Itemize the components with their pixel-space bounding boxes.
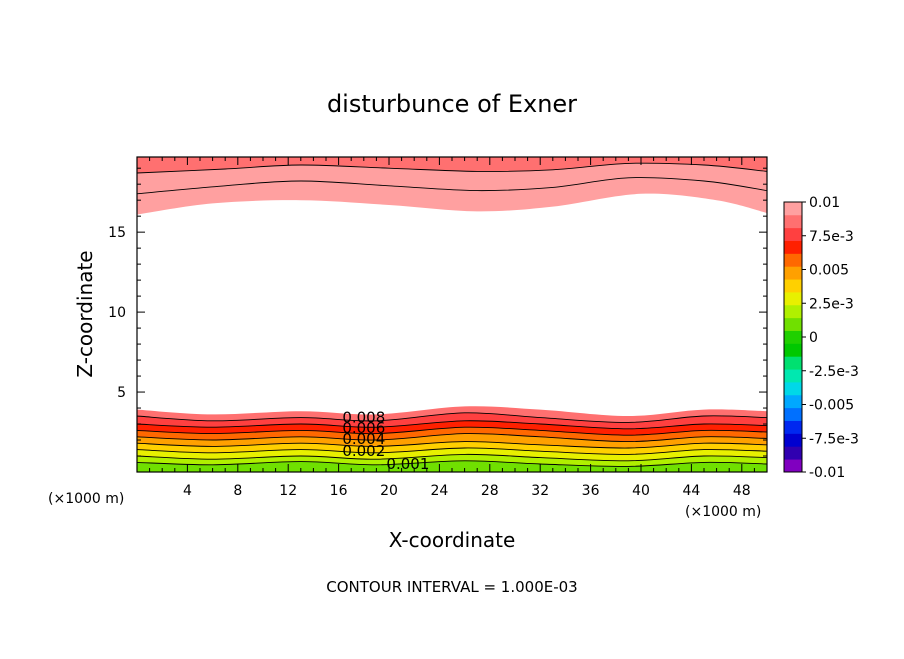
colorbar-swatch (784, 304, 802, 319)
x-tick-label: 48 (733, 483, 751, 499)
x-tick-label: 12 (279, 483, 297, 499)
colorbar-label: 7.5e-3 (809, 229, 854, 245)
contour-lines (136, 162, 768, 467)
colorbar-swatch (784, 202, 802, 216)
colorbar-label: -7.5e-3 (809, 431, 859, 447)
contour-line (136, 162, 768, 174)
colorbar-swatch (784, 407, 802, 421)
colorbar-swatch (784, 240, 802, 254)
x-tick-label: 36 (582, 483, 600, 499)
x-unit-label-right: (×1000 m) (685, 504, 761, 520)
x-tick-label: 40 (632, 483, 650, 499)
colorbar-label: -0.01 (809, 465, 845, 481)
contour-line (136, 453, 768, 462)
colorbar-label: 0.01 (809, 195, 840, 211)
contour-label: 0.006 (342, 419, 385, 437)
colorbar-swatch (784, 356, 802, 370)
colorbar-swatch (784, 459, 802, 473)
contour-line (136, 426, 768, 436)
x-axis: 4 8 12 16 20 24 28 32 36 40 44 48 (149, 157, 755, 499)
colorbar-swatch (784, 253, 802, 267)
contour-line (136, 447, 768, 455)
x-tick-label: 20 (380, 483, 398, 499)
x-tick-label: 4 (183, 483, 192, 499)
y-axis-title: Z-coordinate (73, 250, 97, 377)
contour-fill (137, 157, 767, 472)
x-axis-title: X-coordinate (389, 528, 516, 552)
y-axis: 5 10 15 (108, 167, 767, 457)
y-tick-label: 15 (108, 225, 126, 241)
colorbar-swatch (784, 330, 802, 344)
colorbar-swatch (784, 420, 802, 434)
contour-interval-footer: CONTOUR INTERVAL = 1.000E-03 (326, 578, 577, 596)
colorbar-swatch (784, 292, 802, 306)
colorbar-label: 0 (809, 330, 818, 346)
x-tick-label: 24 (430, 483, 448, 499)
colorbar-label: -2.5e-3 (809, 364, 859, 380)
contour-label: 0.008 (342, 408, 385, 426)
x-tick-label: 28 (481, 483, 499, 499)
x-tick-label: 8 (233, 483, 242, 499)
colorbar-label: -0.005 (809, 398, 854, 414)
colorbar-swatch (784, 446, 802, 460)
x-tick-label: 32 (531, 483, 549, 499)
colorbar-swatch (784, 343, 802, 357)
x-tick-label: 16 (330, 483, 348, 499)
contour-line (136, 412, 768, 423)
contour-label: 0.002 (342, 442, 385, 460)
colorbar-label: 0.005 (809, 263, 849, 279)
colorbar-swatch (784, 317, 802, 331)
colorbar-swatch (784, 369, 802, 383)
colorbar-swatch (784, 279, 802, 293)
colorbar-swatch (784, 266, 802, 280)
contour-line (136, 420, 768, 430)
colorbar-swatch (784, 214, 802, 229)
y-tick-label: 10 (108, 305, 126, 321)
colorbar-label: 2.5e-3 (809, 296, 854, 312)
x-unit-label-left: (×1000 m) (48, 491, 124, 507)
chart-title: disturbunce of Exner (327, 90, 577, 118)
contour-band (137, 157, 767, 173)
contour-line (136, 177, 768, 195)
contour-band (137, 157, 767, 194)
x-tick-label: 44 (682, 483, 700, 499)
contour-label: 0.001 (386, 455, 429, 473)
y-tick-label: 5 (117, 385, 126, 401)
colorbar-swatch (784, 382, 802, 396)
contour-line (136, 433, 768, 443)
colorbar-swatch (784, 433, 802, 447)
colorbar-swatch (784, 227, 802, 241)
contour-line (136, 441, 768, 449)
contour-line (136, 460, 768, 467)
colorbar-swatch (784, 394, 802, 409)
colorbar: 0.01 7.5e-3 0.005 2.5e-3 0 -2.5e-3 -0.005 -7.5e… (783, 195, 859, 481)
contour-label: 0.004 (342, 430, 385, 448)
